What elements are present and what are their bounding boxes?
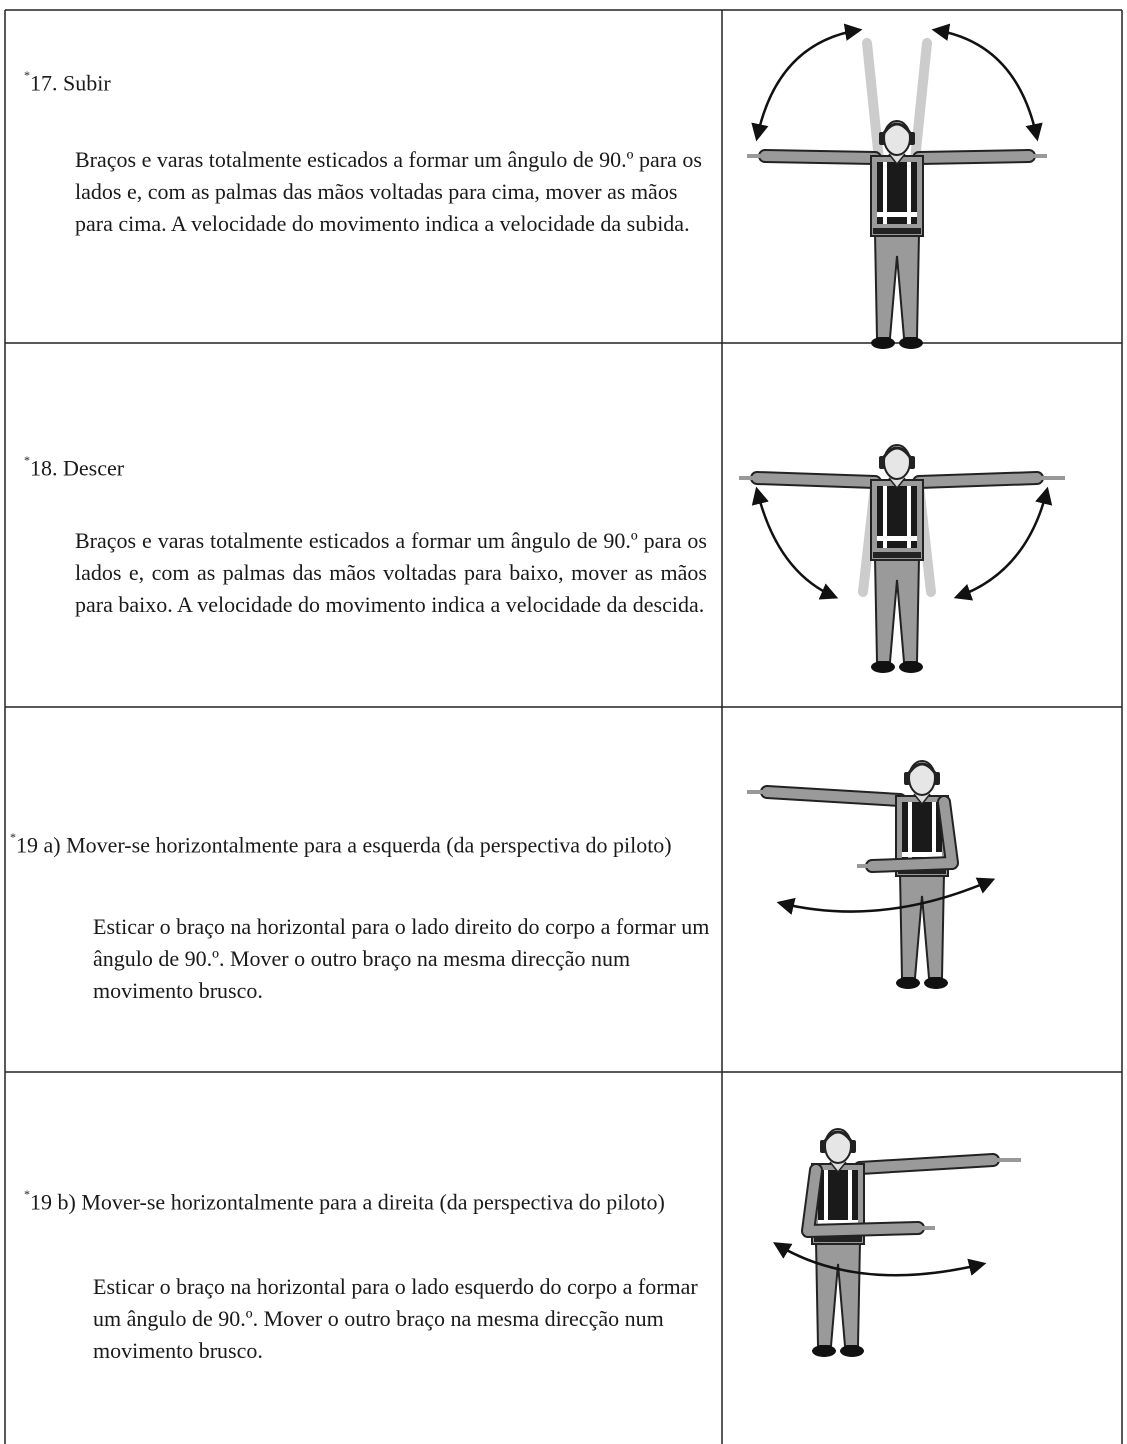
figure-descer	[739, 443, 1065, 675]
row-description: Braços e varas totalmente esticados a fo…	[75, 528, 707, 617]
footnote-marker: *	[24, 68, 30, 82]
figure-direita	[773, 1127, 1021, 1359]
row-description: Braços e varas totalmente esticados a fo…	[75, 147, 702, 236]
table-lines	[4, 9, 1123, 1444]
label-text: 19 a) Mover-se horizontalmente para a es…	[16, 832, 672, 858]
footnote-marker: *	[24, 1187, 30, 1201]
row-description: Esticar o braço na horizontal para o lad…	[93, 1274, 698, 1363]
label-text: 19 b) Mover-se horizontalmente para a di…	[30, 1189, 665, 1215]
figure-esquerda	[747, 759, 996, 991]
footnote-marker: *	[24, 453, 30, 467]
footnote-marker: *	[10, 830, 16, 844]
row-label: *17. Subir	[24, 62, 111, 99]
row-label: *18. Descer	[24, 447, 124, 484]
label-text: 17. Subir	[30, 70, 111, 96]
figure-subir	[747, 23, 1047, 351]
label-text: 18. Descer	[30, 455, 125, 481]
row-label: *19 a) Mover-se horizontalmente para a e…	[10, 824, 710, 861]
row-label: *19 b) Mover-se horizontalmente para a d…	[24, 1181, 714, 1218]
row-description: Esticar o braço na horizontal para o lad…	[93, 914, 710, 1003]
